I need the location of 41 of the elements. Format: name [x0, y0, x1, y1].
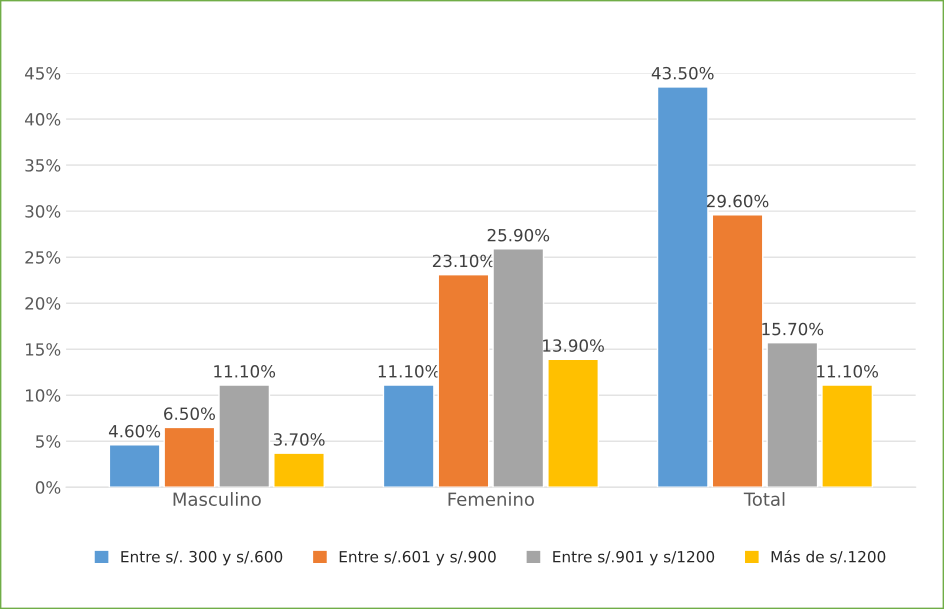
bar: [273, 452, 325, 488]
bar: [712, 214, 764, 488]
x-tick-label: Total: [744, 492, 784, 506]
data-label: 43.50%: [652, 66, 714, 80]
bar: [438, 274, 490, 488]
y-tick-label: 0%: [36, 481, 60, 494]
y-tick-label: 40%: [24, 113, 60, 126]
y-tick-label: 45%: [24, 67, 60, 80]
y-tick-label: 20%: [25, 297, 60, 310]
data-label: 15.70%: [762, 322, 824, 336]
bar: [656, 86, 709, 488]
data-label: 6.50%: [164, 407, 215, 420]
y-tick-label: 35%: [25, 159, 60, 172]
bar: [547, 358, 600, 488]
data-label: 29.60%: [706, 194, 768, 208]
x-tick-label: Masculino: [174, 492, 261, 506]
data-label: 11.10%: [214, 365, 276, 378]
y-tick-label: 15%: [26, 343, 60, 356]
data-label: 25.90%: [488, 228, 550, 242]
x-tick-label: Femenino: [448, 492, 534, 506]
y-tick-label: 10%: [26, 389, 60, 402]
legend-label: Entre s/.601 y s/.900: [340, 550, 496, 566]
data-label: 13.90%: [543, 339, 604, 352]
bar: [766, 342, 818, 488]
legend-label: Entre s/.901 y s/1200: [553, 550, 714, 566]
legend-label: Más de s/.1200: [772, 550, 886, 564]
data-label: 11.10%: [378, 365, 440, 378]
y-tick-label: 25%: [25, 251, 60, 264]
data-label: 3.70%: [274, 433, 325, 446]
y-tick-label: 30%: [25, 205, 60, 218]
bar: [218, 384, 270, 488]
bar: [164, 426, 216, 488]
data-label: 23.10%: [432, 254, 494, 268]
bar: [382, 384, 435, 488]
legend-label: Entre s/. 300 y s/.600: [121, 550, 282, 566]
y-tick-label: 5%: [36, 435, 60, 448]
bar: [108, 444, 161, 488]
bar: [821, 384, 874, 488]
data-label: 11.10%: [817, 365, 878, 378]
bar: [492, 248, 544, 488]
data-label: 4.60%: [108, 424, 160, 438]
